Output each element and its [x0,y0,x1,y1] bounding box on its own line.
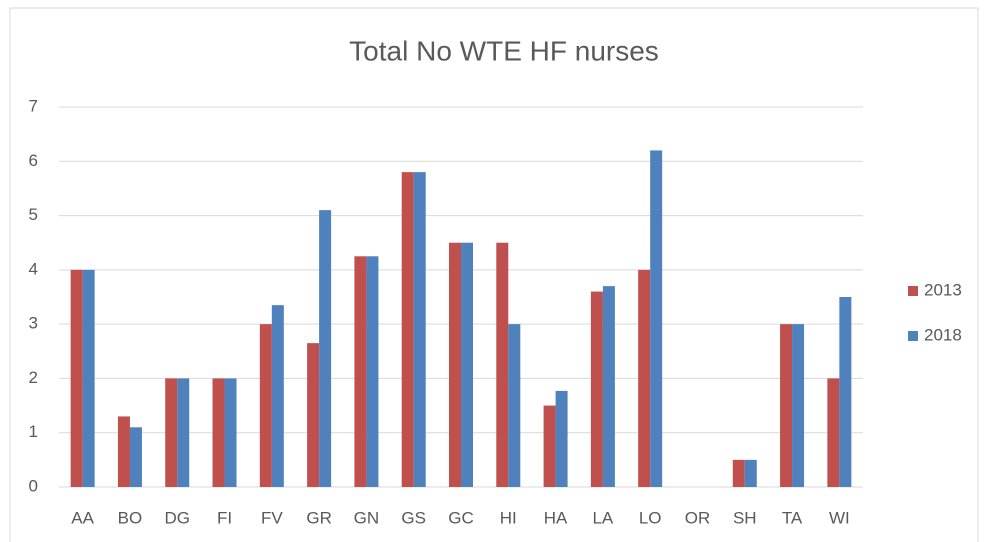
x-tick-label: GR [306,508,332,527]
bar [827,378,840,487]
bar [354,256,367,487]
bar [307,343,320,487]
legend-label: 2018 [924,325,962,344]
x-tick-label: LA [592,508,613,527]
bar [401,172,414,487]
y-tick-label: 3 [29,314,38,333]
bar [449,242,461,487]
x-tick-label: GN [354,508,380,527]
y-tick-label: 0 [29,476,38,495]
x-tick-label: HI [500,508,517,527]
bar [82,269,95,487]
y-tick-label: 4 [29,259,38,278]
bar [117,416,130,487]
chart-border [9,7,979,542]
y-tick-label: 6 [29,151,38,170]
bar [650,150,663,487]
bar [780,324,793,487]
bar [508,324,521,487]
bar [461,242,473,487]
x-tick-label: BO [118,508,143,527]
bar [638,269,651,487]
bar [744,459,757,487]
x-tick-label: GC [448,508,474,527]
bar [70,269,83,487]
legend-swatch [908,286,918,296]
legend-swatch [908,331,918,341]
bar [555,390,568,487]
chart-title: Total No WTE HF nurses [349,35,659,66]
legend-label: 2013 [924,280,962,299]
bar [129,427,142,487]
y-tick-label: 5 [29,205,38,224]
x-tick-label: SH [733,508,757,527]
bar [366,256,379,487]
y-tick-label: 1 [29,422,38,441]
bar [165,378,178,487]
x-tick-label: WI [829,508,850,527]
bar [259,324,272,487]
x-tick-label: FI [217,508,232,527]
x-tick-label: AA [71,508,94,527]
bar [319,210,332,487]
bar [496,242,509,487]
x-tick-label: OR [685,508,711,527]
x-tick-label: DG [164,508,190,527]
bar [413,172,426,487]
y-tick-label: 7 [29,96,38,115]
bar [792,324,805,487]
bar [839,297,852,487]
bar [602,286,615,487]
x-tick-label: HA [544,508,568,527]
x-tick-label: LO [639,508,662,527]
bar [271,305,284,487]
bar [543,405,556,487]
bar [590,291,603,487]
bar [177,378,190,487]
bar [224,378,237,487]
x-tick-label: GS [401,508,426,527]
x-tick-label: TA [782,508,803,527]
bar [732,459,745,487]
y-tick-label: 2 [29,368,38,387]
bar [212,378,225,487]
x-tick-label: FV [261,508,283,527]
